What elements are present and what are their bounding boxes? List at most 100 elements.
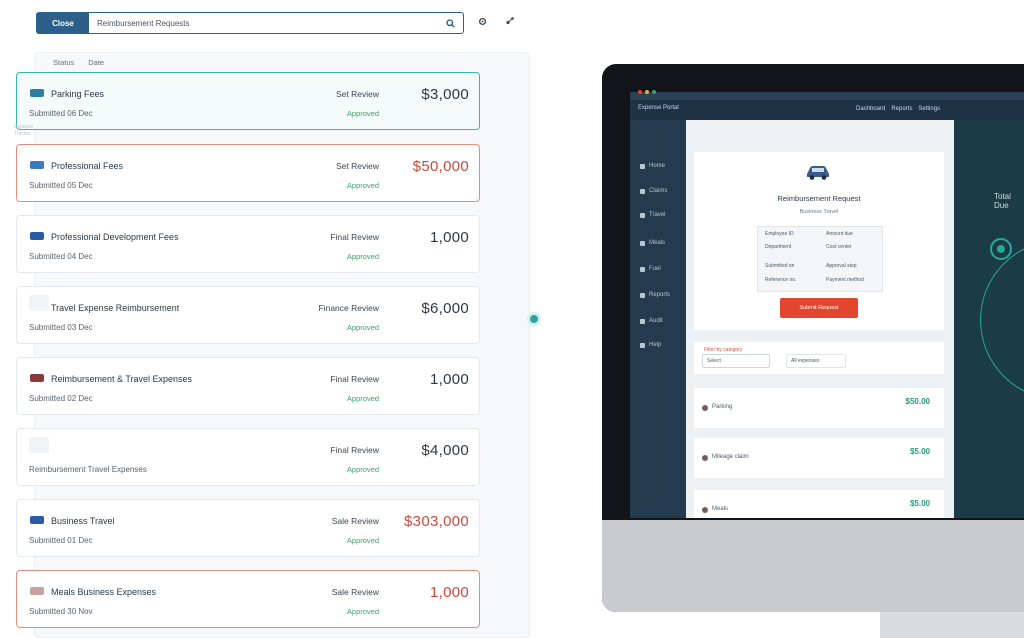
sidebar-item-icon [640, 212, 645, 218]
request-card-item[interactable]: Professional Development Fees Submitted 0… [16, 215, 480, 273]
expense-category-icon [30, 587, 44, 595]
sidebar-item[interactable]: Audit [640, 318, 663, 324]
expense-row[interactable]: Mileage claim $5.00 [694, 438, 944, 478]
request-title: Parking Fees [51, 89, 105, 99]
expense-category-icon [30, 161, 44, 169]
sidebar-item-icon [640, 266, 645, 272]
app-sidebar [630, 120, 686, 518]
row-bullet-icon [702, 507, 708, 513]
review-stage: Finance Review [318, 303, 379, 313]
sidebar-item[interactable]: Travel [640, 212, 665, 218]
request-title: Reimbursement & Travel Expenses [51, 374, 193, 384]
settings-icon[interactable] [475, 14, 489, 28]
app-topbar: Expense Portal Dashboard Reports Setting… [630, 100, 1024, 120]
request-meta: Submitted 06 Dec [29, 109, 93, 118]
request-title: Travel Expense Reimbursement [51, 303, 180, 313]
search-input[interactable] [89, 13, 441, 33]
sidebar-item-icon [640, 342, 645, 348]
sidebar-item-label: Reports [649, 292, 671, 298]
status-column-header[interactable]: Status [53, 58, 75, 67]
expense-category-icon [30, 374, 44, 382]
status-badge: Approved [346, 536, 379, 545]
sidebar-item[interactable]: Meals [640, 240, 665, 246]
ring-marker-icon[interactable] [990, 238, 1012, 260]
nav-dashboard[interactable]: Dashboard [856, 106, 886, 112]
search-scope-button[interactable]: Close [37, 13, 89, 33]
sidebar-item[interactable]: Help [640, 342, 661, 348]
request-card-item[interactable]: Professional Fees Submitted 05 Dec Set Rev… [16, 144, 480, 202]
request-card-item[interactable]: Reimbursement Travel Expenses Final Revie… [16, 428, 480, 486]
monitor-stand [880, 612, 1024, 638]
summary-panel: Total Due [954, 120, 1024, 518]
window-close-dot[interactable] [638, 90, 642, 94]
status-badge: Approved [346, 323, 379, 332]
thumbnail-placeholder [29, 295, 49, 311]
request-subtitle: Business Travel [799, 209, 839, 215]
request-amount: 1,000 [429, 371, 469, 388]
row-value: $50.00 [905, 397, 930, 406]
review-stage: Final Review [330, 445, 379, 455]
detail-cell: Cost center [826, 244, 852, 250]
expense-row[interactable]: Meals $5.00 [694, 490, 944, 518]
request-card-item[interactable]: Business Travel Submitted 01 Dec Sale Revi… [16, 499, 480, 557]
request-amount: $6,000 [421, 300, 469, 317]
row-bullet-icon [702, 405, 708, 411]
row-label: Parking [712, 404, 733, 410]
sidebar-heading-line1: Expense [14, 124, 34, 130]
review-stage: Final Review [330, 374, 379, 384]
sidebar-heading-line2: Tracker [14, 131, 31, 137]
sidebar-item-icon [640, 163, 645, 169]
request-meta: Submitted 01 Dec [29, 536, 93, 545]
sidebar-item-icon [640, 240, 645, 246]
detail-cell: Approval step [826, 263, 857, 269]
car-icon [807, 166, 829, 180]
request-amount: $50,000 [412, 158, 469, 175]
sidebar-item-icon [640, 318, 645, 324]
date-column-header[interactable]: Date [88, 58, 105, 67]
connector-handle[interactable] [527, 312, 541, 326]
nav-settings[interactable]: Settings [918, 106, 941, 112]
row-bullet-icon [702, 455, 708, 461]
request-meta: Submitted 02 Dec [29, 394, 93, 403]
status-badge: Approved [346, 181, 379, 190]
sidebar-item-icon [640, 292, 645, 298]
filter-option[interactable]: All expenses [786, 354, 846, 368]
app-brand: Expense Portal [638, 105, 679, 111]
sidebar-item[interactable]: Fuel [640, 266, 661, 272]
status-badge: Approved [346, 394, 379, 403]
request-title: Professional Development Fees [51, 232, 179, 242]
request-amount: 1,000 [429, 584, 469, 601]
submit-request-button[interactable]: Submit Request [780, 298, 858, 318]
window-maximize-dot[interactable] [652, 90, 656, 94]
detail-cell: Reference no. [765, 277, 797, 283]
request-card-item[interactable]: Parking Fees Submitted 06 Dec Set Review Ap… [16, 72, 480, 130]
request-card-item[interactable]: Meals Business Expenses Submitted 30 Nov S… [16, 570, 480, 628]
window-minimize-dot[interactable] [645, 90, 649, 94]
search-icon[interactable] [441, 14, 459, 32]
progress-ring [980, 240, 1024, 400]
request-card-item[interactable]: Travel Expense Reimbursement Submitted 03… [16, 286, 480, 344]
request-meta: Submitted 05 Dec [29, 181, 93, 190]
sidebar-item-label: Audit [649, 318, 663, 324]
request-title: Business Travel [51, 516, 115, 526]
request-title: Professional Fees [51, 161, 124, 171]
row-label: Mileage claim [712, 454, 749, 460]
sidebar-item[interactable]: Home [640, 163, 665, 169]
status-badge: Approved [346, 465, 379, 474]
sidebar-item-label: Fuel [649, 266, 661, 272]
request-amount: $303,000 [404, 513, 469, 530]
search-bar[interactable]: Close [36, 12, 464, 34]
sidebar-item[interactable]: Reports [640, 292, 670, 298]
request-card-item[interactable]: Reimbursement & Travel Expenses Submitted… [16, 357, 480, 415]
detail-cell: Employee ID [765, 231, 794, 237]
review-stage: Sale Review [331, 516, 379, 526]
filter-input[interactable]: Select [702, 354, 770, 368]
expense-row[interactable]: Parking $50.00 [694, 388, 944, 428]
status-badge: Approved [346, 607, 379, 616]
share-icon[interactable] [503, 14, 517, 28]
sidebar-item[interactable]: Claims [640, 188, 667, 194]
review-stage: Sale Review [331, 587, 379, 597]
sidebar-item-icon [640, 188, 645, 194]
request-meta: Submitted 03 Dec [29, 323, 93, 332]
nav-reports[interactable]: Reports [891, 106, 913, 112]
